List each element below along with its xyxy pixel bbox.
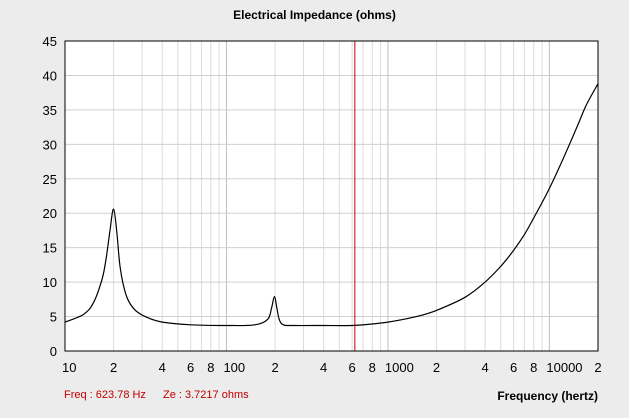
x-tick-label: 8	[369, 360, 376, 375]
y-tick-label: 45	[43, 34, 57, 49]
x-tick-label: 100	[223, 360, 245, 375]
x-tick-label: 10	[62, 360, 76, 375]
plot-border	[64, 40, 599, 352]
x-tick-label: 2	[594, 360, 601, 375]
x-tick-label: 6	[510, 360, 517, 375]
plot-area	[65, 41, 598, 351]
cursor-readout: Freq : 623.78 Hz Ze : 3.7217 ohms	[64, 389, 263, 401]
x-tick-label: 2	[110, 360, 117, 375]
x-tick-label: 4	[320, 360, 327, 375]
y-tick-label: 35	[43, 103, 57, 118]
chart-title: Electrical Impedance (ohms)	[233, 8, 396, 22]
x-axis-ticks: 10 2 4 6 8 100 2 4 6 8 1000 2 4 6 8 10000 2	[62, 360, 602, 375]
x-tick-label: 6	[348, 360, 355, 375]
x-tick-label: 1000	[385, 360, 414, 375]
y-tick-label: 40	[43, 68, 57, 83]
y-tick-label: 15	[43, 241, 57, 256]
x-tick-label: 2	[433, 360, 440, 375]
x-axis-label: Frequency (hertz)	[497, 389, 598, 403]
y-tick-label: 5	[50, 310, 57, 325]
x-tick-label: 8	[207, 360, 214, 375]
y-tick-label: 20	[43, 206, 57, 221]
x-tick-label: 6	[187, 360, 194, 375]
x-tick-label: 2	[271, 360, 278, 375]
x-tick-label: 4	[482, 360, 489, 375]
freq-readout: Freq : 623.78 Hz	[64, 389, 146, 401]
y-tick-label: 30	[43, 137, 57, 152]
impedance-curve	[64, 83, 599, 327]
x-tick-label: 4	[159, 360, 166, 375]
y-tick-label: 0	[50, 344, 57, 359]
y-tick-label: 25	[43, 172, 57, 187]
ze-readout: Ze : 3.7217 ohms	[163, 389, 249, 401]
x-tick-label: 10000	[546, 360, 582, 375]
y-tick-label: 10	[43, 275, 57, 290]
x-tick-label: 8	[530, 360, 537, 375]
y-axis-ticks: 0 5 10 15 20 25 30 35 40 45	[43, 34, 57, 359]
